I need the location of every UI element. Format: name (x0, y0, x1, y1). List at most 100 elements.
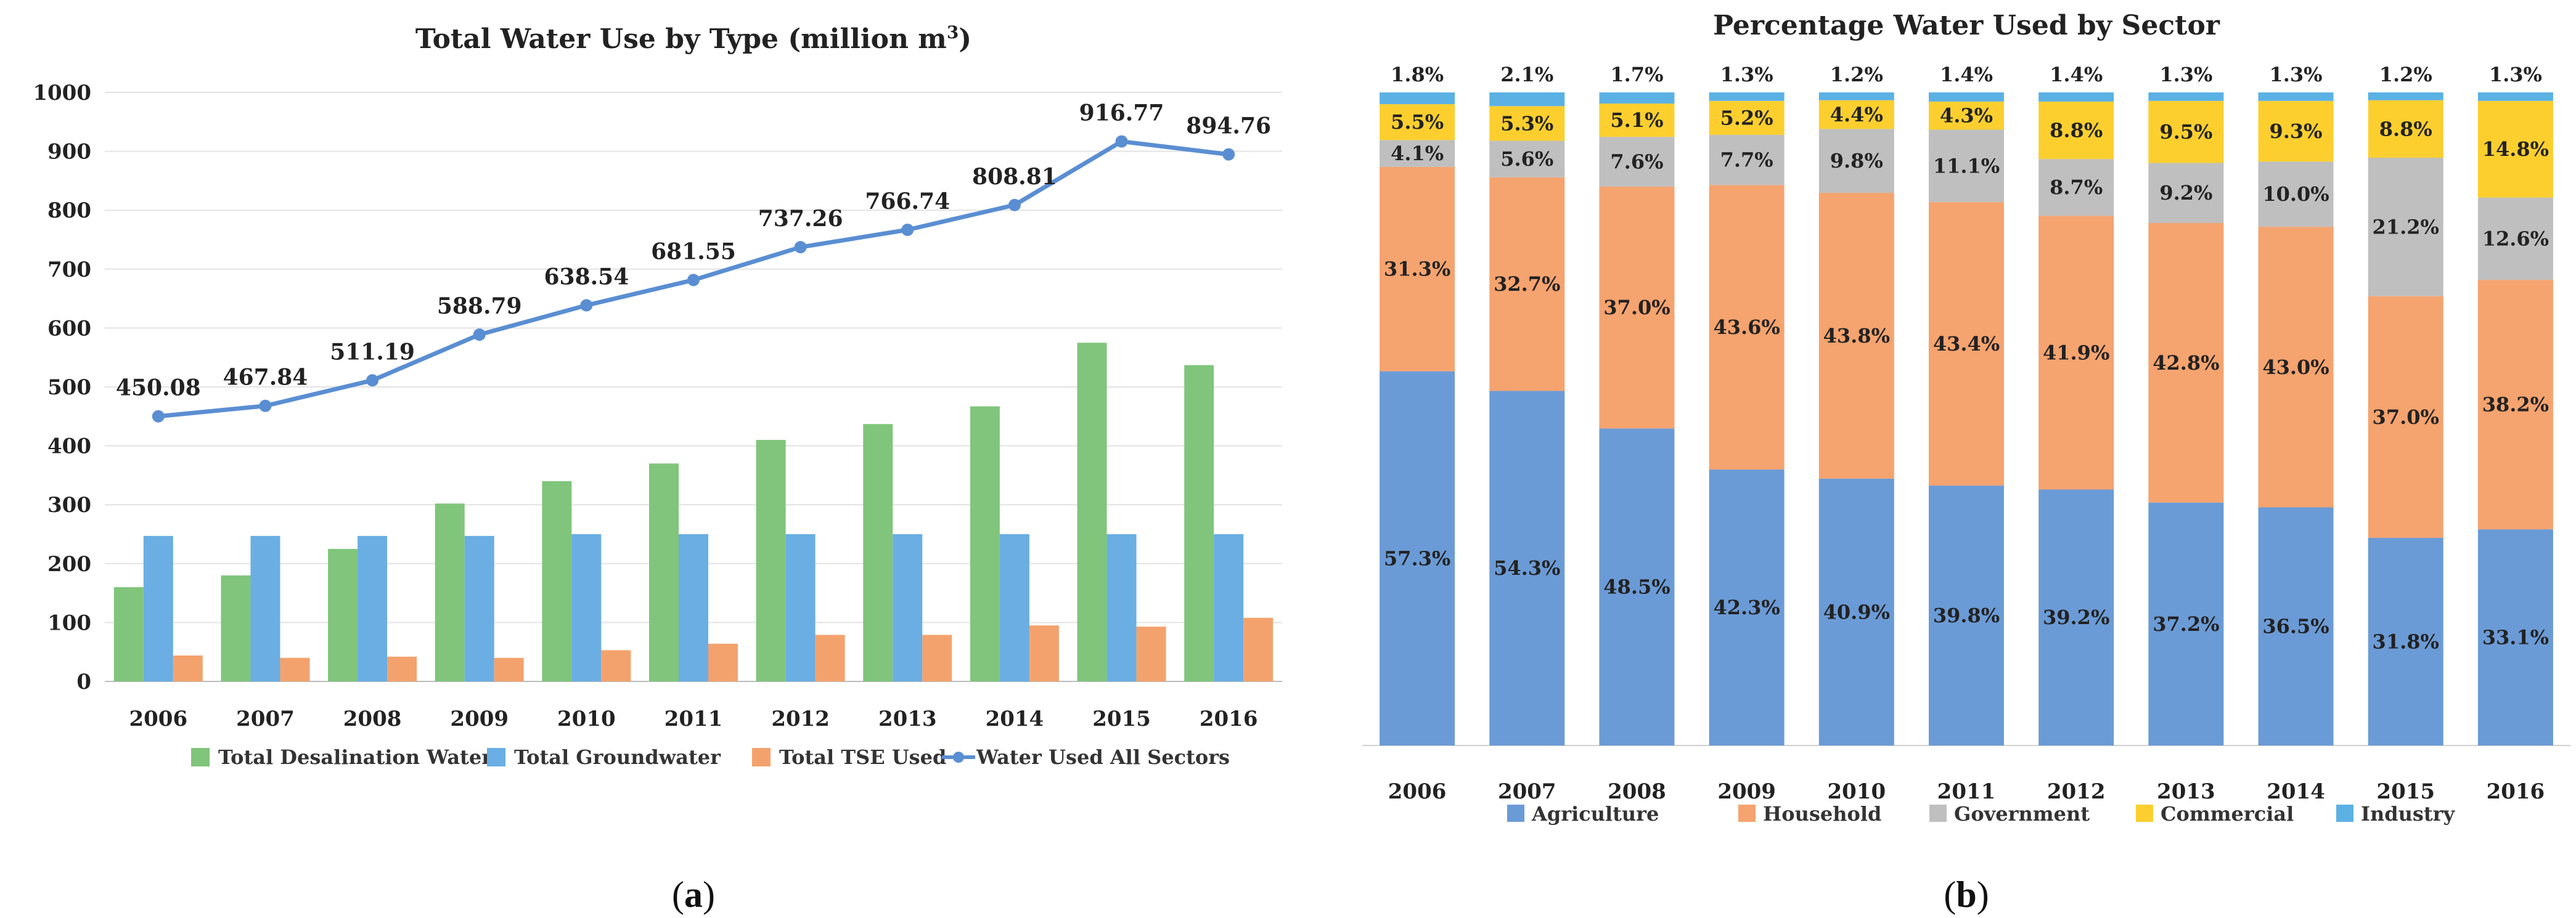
chart-b-data-label: 41.9% (2043, 341, 2109, 364)
chart-a-x-tick-label: 2016 (1200, 707, 1258, 731)
chart-a-bar-total-tse-used (1029, 625, 1059, 681)
chart-a-line-point (366, 374, 379, 387)
chart-b-data-label: 1.3% (2159, 63, 2212, 86)
chart-b-segment-government (1818, 129, 1894, 193)
chart-b-legend-swatch (1738, 805, 1756, 822)
chart-a-bar-total-tse-used (1243, 617, 1274, 681)
chart-b-segment-industry (2477, 92, 2553, 101)
chart-b-legend-label: Government (1954, 802, 2090, 826)
chart-a-bar-total-tse-used (280, 657, 310, 681)
chart-a-data-label: 638.54 (544, 264, 629, 290)
chart-a-title: Total Water Use by Type (million m3) (415, 22, 971, 55)
chart-b-segment-household (1489, 177, 1565, 391)
chart-b-segment-commercial (2148, 100, 2224, 163)
chart-b-segment-commercial (2258, 100, 2334, 162)
chart-a-data-label: 766.74 (865, 189, 950, 214)
chart-b-segment-household (2477, 280, 2553, 530)
chart-b-segment-household (2038, 216, 2114, 490)
chart-b-data-label: 38.2% (2482, 393, 2549, 416)
chart-a-bar-total-desalination-water (435, 503, 465, 681)
chart-a-x-tick-label: 2006 (129, 707, 187, 731)
chart-b-x-tick-label: 2007 (1498, 779, 1556, 804)
chart-b-data-label: 1.2% (1830, 63, 1883, 86)
chart-b-x-tick-label: 2014 (2267, 779, 2325, 804)
chart-b-legend-swatch (2336, 805, 2353, 822)
chart-b-x-tick-label: 2008 (1608, 779, 1666, 804)
chart-b-data-label: 54.3% (1494, 556, 1560, 580)
chart-b-segment-government (2038, 159, 2114, 216)
chart-b-segment-government (1929, 129, 2004, 203)
chart-b-data-label: 42.8% (2153, 351, 2219, 375)
chart-b-segment-government (1380, 140, 1455, 167)
chart-a-bar-total-groundwater (785, 534, 816, 681)
chart-a-data-label: 916.77 (1079, 100, 1164, 126)
chart-b-segment-commercial (1599, 104, 1675, 137)
chart-a-bar-total-groundwater (358, 535, 388, 681)
chart-b-data-label: 43.6% (1713, 315, 1780, 339)
chart-b-data-label: 7.7% (1720, 148, 1773, 172)
chart-b-data-label: 1.4% (2050, 63, 2103, 86)
chart-a-x-tick-label: 2008 (343, 707, 402, 731)
chart-b-segment-household (1380, 166, 1455, 372)
chart-b-segment-commercial (1818, 100, 1894, 129)
chart-a-caption: (a) (672, 874, 715, 915)
chart-b-segment-government (2148, 163, 2224, 223)
chart-a-y-tick-label: 1000 (33, 81, 91, 105)
chart-b-x-tick-label: 2006 (1388, 779, 1447, 804)
chart-a-bar-total-groundwater (999, 534, 1029, 681)
chart-b-segment-government (2368, 158, 2443, 296)
chart-a-y-tick-label: 100 (47, 611, 91, 635)
chart-a-bar-total-groundwater (464, 535, 494, 681)
chart-b-data-label: 4.3% (1940, 104, 1993, 128)
chart-b-legend-swatch (1507, 805, 1524, 822)
chart-a-title-text: Total Water Use by Type (million m (415, 23, 947, 55)
chart-a-y-tick-label: 900 (47, 140, 91, 165)
chart-a-bar-total-groundwater (143, 535, 173, 681)
chart-b-caption: (b) (1944, 874, 1989, 915)
chart-b-segment-commercial (1380, 104, 1455, 140)
chart-b-data-label: 21.2% (2373, 215, 2439, 238)
chart-a-line-point (1222, 148, 1235, 161)
chart-b-data-label: 39.8% (1933, 604, 2000, 627)
chart-b-legend-swatch (2136, 805, 2153, 822)
chart-b-segment-industry (2258, 92, 2334, 101)
chart-b-data-label: 37.2% (2153, 612, 2219, 636)
chart-b-legend-label: Household (1763, 802, 1881, 826)
chart-a-legend-label: Total Groundwater (514, 745, 721, 769)
chart-a-data-label: 737.26 (758, 206, 843, 232)
chart-a-y-tick-label: 700 (47, 258, 91, 282)
chart-a-bar-total-tse-used (708, 643, 738, 681)
chart-b-segment-household (1599, 186, 1675, 429)
chart-b-segment-industry (1709, 92, 1785, 101)
chart-b-legend-swatch (1929, 805, 1947, 822)
chart-b-data-label: 8.8% (2050, 118, 2103, 142)
chart-b-segment-agriculture (2148, 502, 2224, 745)
chart-a-bar-total-tse-used (173, 655, 203, 681)
chart-b-segment-commercial (1489, 106, 1565, 141)
chart-a-line-point (1008, 198, 1021, 211)
chart-a-y-tick-label: 400 (47, 434, 91, 459)
chart-a-title-suffix: ) (959, 23, 971, 55)
chart-a-bar-total-tse-used (494, 657, 524, 681)
chart-a-bar-total-desalination-water (542, 481, 572, 681)
chart-a-bar-total-desalination-water (756, 440, 786, 681)
chart-b-data-label: 1.7% (1610, 63, 1663, 86)
chart-b-data-label: 1.3% (2489, 63, 2542, 86)
chart-a-y-tick-label: 300 (47, 493, 91, 518)
chart-a-bar-total-groundwater (250, 535, 280, 681)
chart-b-segment-commercial (2477, 100, 2553, 198)
chart-b-data-label: 9.2% (2159, 181, 2212, 205)
chart-a-x-tick-label: 2014 (986, 707, 1044, 731)
chart-b-data-label: 32.7% (1494, 272, 1560, 296)
chart-b-data-label: 39.2% (2043, 606, 2109, 629)
chart-a-bar-total-desalination-water (1184, 365, 1214, 681)
chart-a-bar-total-tse-used (387, 656, 417, 681)
chart-a-line-point (687, 274, 700, 286)
chart-b-data-label: 4.4% (1830, 103, 1883, 126)
chart-b-segment-household (2368, 296, 2443, 538)
chart-a-x-tick-label: 2010 (557, 707, 616, 731)
chart-b-segment-household (2148, 223, 2224, 503)
chart-b-segment-agriculture (2038, 489, 2114, 745)
